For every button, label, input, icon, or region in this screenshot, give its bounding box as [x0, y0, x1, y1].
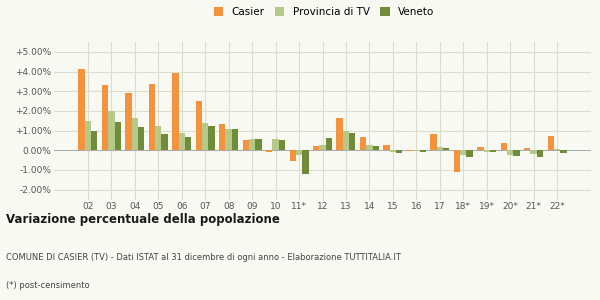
Bar: [125, 93, 131, 150]
Bar: [131, 118, 138, 150]
Bar: [185, 136, 191, 150]
Bar: [554, 149, 560, 150]
Bar: [319, 146, 326, 150]
Bar: [407, 150, 413, 151]
Bar: [443, 148, 449, 150]
Bar: [507, 150, 514, 155]
Bar: [390, 150, 396, 152]
Bar: [208, 126, 215, 150]
Bar: [85, 121, 91, 150]
Bar: [373, 146, 379, 150]
Bar: [537, 150, 543, 157]
Bar: [437, 147, 443, 150]
Bar: [484, 150, 490, 152]
Bar: [302, 150, 308, 174]
Bar: [242, 140, 249, 150]
Text: COMUNE DI CASIER (TV) - Dati ISTAT al 31 dicembre di ogni anno - Elaborazione TU: COMUNE DI CASIER (TV) - Dati ISTAT al 31…: [6, 253, 401, 262]
Bar: [500, 143, 507, 150]
Bar: [343, 131, 349, 150]
Bar: [172, 73, 179, 150]
Bar: [530, 150, 537, 154]
Bar: [524, 148, 530, 150]
Text: (*) post-censimento: (*) post-censimento: [6, 281, 89, 290]
Bar: [232, 129, 238, 150]
Bar: [196, 101, 202, 150]
Bar: [108, 111, 115, 150]
Bar: [202, 123, 208, 150]
Bar: [155, 126, 161, 150]
Bar: [290, 150, 296, 161]
Bar: [419, 150, 426, 152]
Bar: [366, 146, 373, 150]
Bar: [430, 134, 437, 150]
Bar: [560, 150, 566, 153]
Bar: [149, 84, 155, 150]
Bar: [266, 150, 272, 152]
Bar: [514, 150, 520, 156]
Bar: [226, 129, 232, 150]
Bar: [313, 146, 319, 150]
Bar: [466, 150, 473, 157]
Bar: [360, 137, 366, 150]
Bar: [102, 85, 108, 150]
Bar: [413, 150, 419, 151]
Bar: [296, 150, 302, 155]
Bar: [79, 69, 85, 150]
Bar: [255, 140, 262, 150]
Bar: [337, 118, 343, 150]
Bar: [548, 136, 554, 150]
Bar: [279, 140, 285, 150]
Bar: [396, 150, 403, 153]
Bar: [272, 140, 279, 150]
Legend: Casier, Provincia di TV, Veneto: Casier, Provincia di TV, Veneto: [212, 5, 436, 20]
Bar: [477, 147, 484, 150]
Text: Variazione percentuale della popolazione: Variazione percentuale della popolazione: [6, 214, 280, 226]
Bar: [249, 140, 255, 150]
Bar: [219, 124, 226, 150]
Bar: [383, 145, 390, 150]
Bar: [490, 150, 496, 152]
Bar: [454, 150, 460, 172]
Bar: [349, 133, 355, 150]
Bar: [460, 150, 466, 155]
Bar: [179, 133, 185, 150]
Bar: [115, 122, 121, 150]
Bar: [161, 134, 168, 150]
Bar: [138, 127, 145, 150]
Bar: [91, 130, 97, 150]
Bar: [326, 139, 332, 150]
